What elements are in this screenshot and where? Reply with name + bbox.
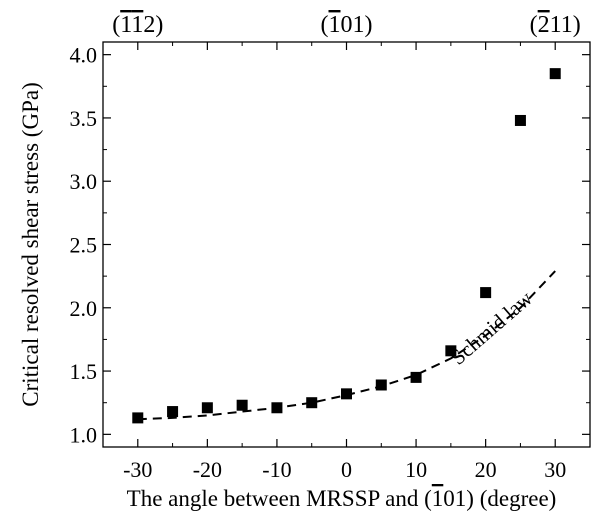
x-tick-label: 0: [341, 457, 352, 482]
x-tick-label: -10: [262, 457, 291, 482]
top-axis-label-part: 11): [550, 12, 581, 38]
data-point: [445, 345, 457, 357]
x-tick-label: 20: [475, 457, 497, 482]
top-axis-label-part: (: [321, 12, 329, 38]
y-tick-label: 1.5: [70, 359, 98, 384]
top-axis-labels: (112) (101) (211): [112, 12, 581, 38]
top-axis-label-part: 01): [341, 12, 373, 38]
data-point: [271, 402, 283, 414]
y-tick-label: 3.0: [70, 169, 98, 194]
data-point: [341, 388, 352, 400]
axis-ticks: [102, 42, 591, 447]
data-point: [410, 371, 422, 383]
data-point: [132, 412, 144, 424]
x-axis-title-part: 01) (degree): [443, 486, 556, 511]
y-tick-label: 2.0: [70, 296, 98, 321]
top-axis-label: (112): [112, 12, 163, 38]
top-axis-label-part: 2): [143, 12, 163, 38]
data-point: [306, 397, 318, 409]
data-point: [375, 379, 387, 391]
data-point: [167, 406, 179, 418]
x-tick-label: -30: [123, 457, 152, 482]
data-point: [201, 402, 213, 414]
top-axis-label-part: 2: [538, 12, 550, 38]
top-axis-label-part: 1: [131, 12, 143, 38]
y-tick-label: 3.5: [70, 106, 98, 131]
data-point: [514, 114, 526, 126]
top-axis-label: (101): [321, 12, 373, 38]
data-point: [236, 399, 248, 411]
y-tick-label: 1.0: [70, 422, 98, 447]
y-tick-label: 2.5: [70, 233, 98, 258]
schmid-law-label: Schmid law: [446, 285, 538, 369]
top-axis-label-part: (: [530, 12, 538, 38]
top-axis-label-part: 1: [329, 12, 341, 38]
x-axis-title: The angle between MRSSP and (101) (degre…: [127, 486, 557, 511]
top-axis-label-part: (: [112, 12, 120, 38]
plot-frame: [102, 41, 591, 448]
top-axis-label: (211): [530, 12, 581, 38]
top-axis-label-part: 1: [120, 12, 131, 38]
y-axis-title: Critical resolved shear stress (GPa): [18, 82, 43, 406]
data-point: [549, 68, 561, 80]
x-tick-label: 10: [405, 457, 427, 482]
data-point: [480, 287, 492, 299]
x-tick-label: -20: [193, 457, 222, 482]
y-tick-label: 4.0: [70, 43, 98, 68]
x-tick-label: 30: [544, 457, 566, 482]
x-axis-title-part: The angle between MRSSP and (: [127, 486, 432, 511]
tick-labels: -30 -20 -10 0 10 20 30 1.0 1.5 2.0 2.5 3.0 3.5 4.0: [70, 43, 567, 482]
data-points: [132, 68, 561, 424]
x-axis-title-overlined-digit: 1: [432, 486, 444, 511]
